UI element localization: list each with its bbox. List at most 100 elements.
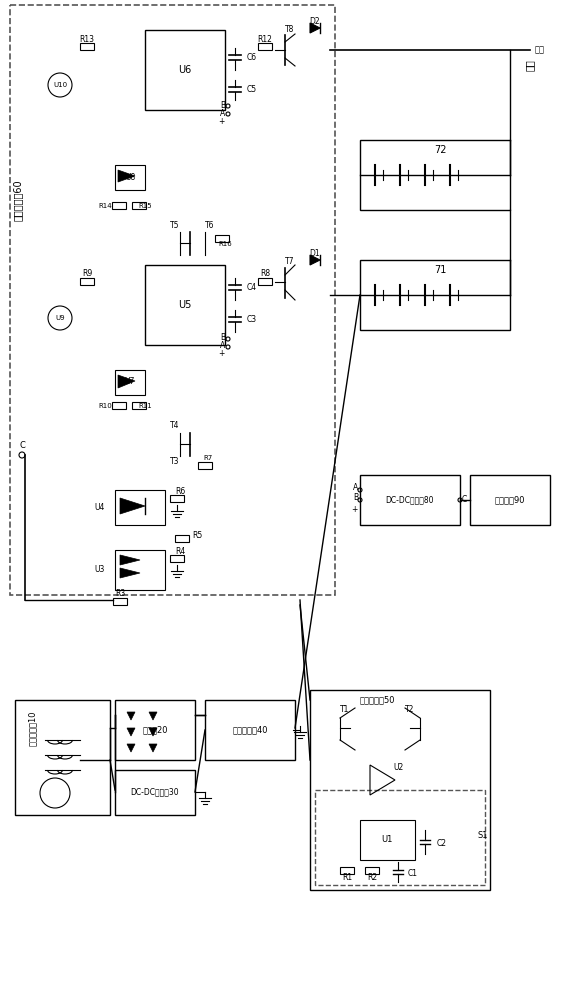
- Polygon shape: [118, 170, 135, 182]
- Text: T1: T1: [340, 706, 350, 714]
- Bar: [170, 555, 184, 562]
- Text: R13: R13: [80, 34, 95, 43]
- Text: DC-DC发换器80: DC-DC发换器80: [386, 495, 434, 504]
- Text: R3: R3: [115, 589, 125, 598]
- Text: R16: R16: [218, 241, 232, 247]
- Text: R14: R14: [98, 203, 112, 209]
- Text: A: A: [220, 108, 225, 117]
- Text: R7: R7: [203, 455, 213, 461]
- Text: U6: U6: [178, 65, 192, 75]
- Text: C1: C1: [408, 869, 418, 879]
- Bar: [360, 475, 460, 525]
- Text: U2: U2: [393, 764, 403, 772]
- Text: T8: T8: [285, 25, 295, 34]
- Bar: [215, 235, 229, 242]
- Bar: [132, 402, 146, 409]
- Text: R4: R4: [175, 546, 185, 556]
- Bar: [112, 402, 126, 409]
- Bar: [145, 265, 225, 345]
- Bar: [175, 535, 189, 542]
- Bar: [170, 495, 184, 502]
- Polygon shape: [310, 23, 320, 33]
- Text: S1: S1: [478, 830, 489, 840]
- Bar: [132, 202, 146, 209]
- Polygon shape: [127, 744, 135, 752]
- Text: R6: R6: [175, 487, 185, 495]
- Text: 供电: 供电: [535, 45, 545, 54]
- Text: T2: T2: [406, 706, 415, 714]
- Text: U4: U4: [95, 502, 105, 512]
- Text: A: A: [353, 484, 358, 492]
- Bar: [112, 202, 126, 209]
- Bar: [115, 490, 165, 525]
- Text: C2: C2: [437, 840, 447, 848]
- Text: 车载电源90: 车载电源90: [495, 495, 525, 504]
- Bar: [115, 700, 195, 760]
- Text: C4: C4: [247, 282, 257, 292]
- Bar: [470, 475, 550, 525]
- Text: T7: T7: [285, 257, 295, 266]
- Text: U5: U5: [178, 300, 192, 310]
- Text: R9: R9: [82, 269, 92, 278]
- Text: 整流器20: 整流器20: [142, 726, 168, 734]
- Polygon shape: [310, 255, 320, 265]
- Bar: [198, 462, 212, 469]
- Text: U8: U8: [125, 172, 135, 182]
- Text: R1: R1: [342, 874, 352, 882]
- Bar: [80, 43, 94, 50]
- Bar: [365, 867, 379, 874]
- Bar: [258, 278, 272, 285]
- Text: R2: R2: [367, 874, 377, 882]
- Text: C6: C6: [247, 52, 257, 62]
- Text: U10: U10: [53, 82, 67, 88]
- Text: C: C: [462, 495, 467, 504]
- Bar: [115, 770, 195, 815]
- Text: A: A: [220, 342, 225, 351]
- Text: 72: 72: [434, 145, 446, 155]
- Bar: [258, 43, 272, 50]
- Text: C5: C5: [247, 86, 257, 95]
- Text: U3: U3: [95, 566, 105, 574]
- Text: 71: 71: [434, 265, 446, 275]
- Bar: [115, 370, 145, 395]
- Text: B: B: [220, 334, 225, 342]
- Text: +: +: [218, 350, 225, 359]
- Text: U1: U1: [381, 836, 393, 844]
- Text: 电子开关组60: 电子开关组60: [13, 179, 23, 221]
- Text: 恒流充电器40: 恒流充电器40: [232, 726, 268, 734]
- Bar: [205, 700, 295, 760]
- Polygon shape: [127, 712, 135, 720]
- Text: R5: R5: [192, 530, 202, 540]
- Polygon shape: [120, 555, 140, 565]
- Text: R15: R15: [138, 203, 152, 209]
- Text: DC-DC发换器30: DC-DC发换器30: [131, 788, 180, 796]
- Text: R10: R10: [98, 403, 112, 409]
- Bar: [340, 867, 354, 874]
- Polygon shape: [149, 712, 157, 720]
- Text: T5: T5: [170, 221, 180, 230]
- Polygon shape: [120, 498, 145, 514]
- Text: C3: C3: [247, 316, 257, 324]
- Text: U9: U9: [55, 315, 65, 321]
- Bar: [80, 278, 94, 285]
- Text: T3: T3: [170, 458, 180, 466]
- Bar: [115, 550, 165, 590]
- Text: 风能发电机10: 风能发电机10: [27, 710, 37, 746]
- Text: D2: D2: [310, 17, 320, 26]
- Text: 供电: 供电: [525, 59, 535, 71]
- Polygon shape: [149, 728, 157, 736]
- Polygon shape: [120, 568, 140, 578]
- Text: B: B: [353, 493, 358, 502]
- Text: +: +: [218, 116, 225, 125]
- Text: T4: T4: [170, 422, 180, 430]
- Bar: [360, 260, 510, 330]
- Text: D1: D1: [310, 249, 320, 258]
- Bar: [360, 140, 510, 210]
- Polygon shape: [118, 375, 135, 388]
- Bar: [145, 30, 225, 110]
- Bar: [15, 700, 110, 815]
- Text: C: C: [19, 440, 25, 450]
- Polygon shape: [127, 728, 135, 736]
- Polygon shape: [149, 744, 157, 752]
- Bar: [310, 690, 490, 890]
